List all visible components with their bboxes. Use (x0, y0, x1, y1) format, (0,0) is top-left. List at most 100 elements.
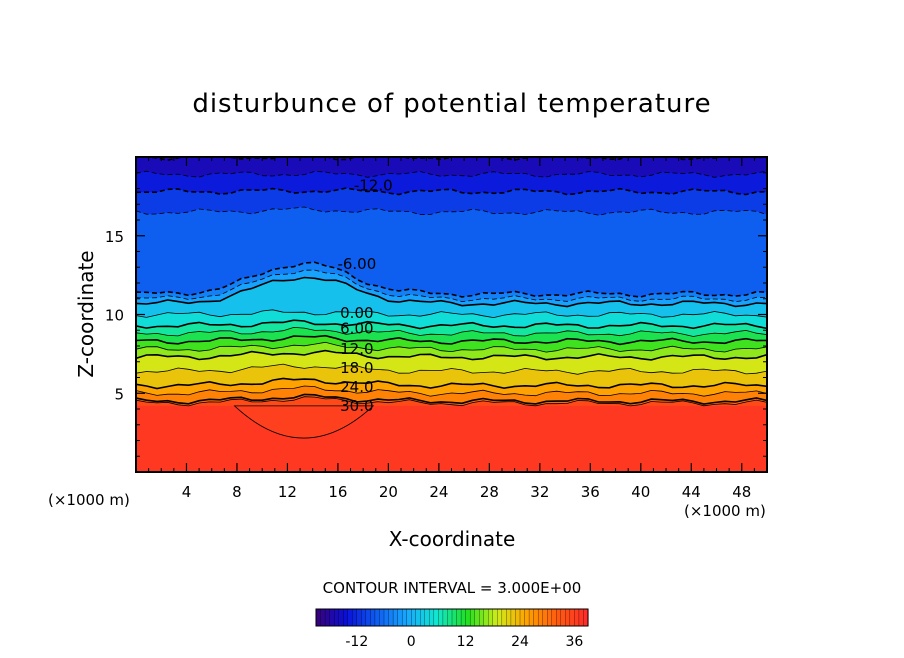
colorbar-segment (547, 608, 553, 627)
colorbar-segment (392, 608, 399, 627)
colorbar-segment (456, 608, 462, 627)
colorbar-segment (551, 608, 557, 627)
colorbar-segment (474, 608, 480, 627)
x-tick-label: 24 (429, 483, 448, 501)
colorbar-segment (479, 608, 485, 627)
colorbar-segment (347, 608, 353, 627)
y-axis-label: Z-coordinate (74, 250, 98, 377)
contour-line (136, 349, 767, 361)
contour-labels: -12.0 -6.00 0.006.00 12.018.024.030.0 (337, 176, 392, 415)
contour-line (136, 187, 767, 196)
y-axis-ticks: 5 10 15 (105, 172, 767, 457)
colorbar-segment (542, 608, 548, 627)
x-tick-label: 20 (379, 483, 398, 501)
colorbar-segment (515, 608, 521, 627)
colorbar-segment (447, 608, 453, 627)
colorbar-segment (469, 608, 476, 627)
colorbar-segment (442, 608, 449, 627)
colorbar-segment (537, 608, 544, 627)
contour-line (136, 341, 767, 353)
x-tick-label: 12 (278, 483, 297, 501)
colorbar-segment (320, 608, 326, 627)
x-tick-label: 8 (232, 483, 242, 501)
contour-line (136, 261, 767, 298)
colorbar-segment (379, 608, 385, 627)
x-tick-label: 16 (328, 483, 347, 501)
colorbar-ticks: -12 0 12 24 36 (345, 634, 583, 650)
x-tick-label: 32 (530, 483, 549, 501)
colorbar-segment (533, 608, 539, 627)
warm-layer (136, 405, 767, 472)
contour-line (136, 393, 767, 405)
x-tick-label: 44 (682, 483, 701, 501)
colorbar-segment (406, 608, 412, 627)
colorbar (315, 608, 589, 627)
colorbar-segment (315, 608, 322, 627)
colorbar-segment (420, 608, 426, 627)
colorbar-segment (383, 608, 390, 627)
x-axis-ticks: 4 8 12 16 20 24 28 32 36 40 44 48 (148, 157, 755, 501)
y-tick-label: 5 (114, 385, 124, 403)
colorbar-segment (569, 608, 575, 627)
contour-line (136, 276, 767, 308)
colorbar-segment (388, 608, 394, 627)
colorbar-segment (451, 608, 458, 627)
contour-line (136, 377, 767, 390)
x-unit-right: (×1000 m) (684, 502, 766, 520)
colorbar-segment (492, 608, 498, 627)
x-tick-label: 4 (182, 483, 192, 501)
colorbar-segment (365, 608, 371, 627)
x-tick-label: 36 (581, 483, 600, 501)
contour-line (136, 363, 767, 375)
contour-label: -6.00 (337, 255, 376, 273)
colorbar-segment (488, 608, 494, 627)
colorbar-segment (424, 608, 430, 627)
colorbar-segment (519, 608, 526, 627)
colorbar-tick-label: 24 (511, 634, 529, 650)
colorbar-segment (352, 608, 358, 627)
x-tick-label: 40 (631, 483, 650, 501)
colorbar-segment (528, 608, 535, 627)
colorbar-segment (483, 608, 489, 627)
contour-label: 6.00 (340, 320, 373, 338)
colorbar-segment (578, 608, 585, 627)
x-axis-label: X-coordinate (389, 527, 516, 551)
colorbar-segment (524, 608, 530, 627)
contour-line (136, 319, 767, 330)
contour-label: 30.0 (340, 397, 373, 415)
warm-bubble (233, 405, 375, 439)
contour-line (136, 334, 767, 346)
colorbar-segment (356, 608, 362, 627)
colorbar-segment (343, 608, 349, 627)
colorbar-segment (510, 608, 517, 627)
colorbar-segment (556, 608, 562, 627)
colorbar-frame (315, 608, 589, 627)
colorbar-tick-label: 12 (457, 634, 475, 650)
contour-line (136, 309, 767, 319)
contour-line (136, 269, 767, 303)
colorbar-segment (397, 608, 403, 627)
x-unit-left: (×1000 m) (48, 491, 130, 509)
colorbar-segment (324, 608, 331, 627)
colorbar-segment (429, 608, 435, 627)
contour-line (136, 385, 767, 397)
chart-title: disturbunce of potential temperature (192, 89, 711, 119)
contour-label: 0.00 (340, 304, 373, 322)
colorbar-segment (465, 608, 471, 627)
colorbar-segment (565, 608, 571, 627)
colorbar-segment (370, 608, 376, 627)
colorbar-tick-label: 36 (565, 634, 583, 650)
x-tick-label: 48 (732, 483, 751, 501)
colorbar-segment (338, 608, 344, 627)
colorbar-segment (438, 608, 444, 627)
contour-line (136, 170, 767, 178)
colorbar-segment (460, 608, 467, 627)
colorbar-segment (401, 608, 408, 627)
contour-label: 24.0 (340, 378, 373, 396)
colorbar-segment (574, 608, 580, 627)
colorbar-segment (333, 608, 340, 627)
contour-line (136, 396, 767, 407)
colorbar-tick-label: -12 (345, 634, 368, 650)
contour-label: -12.0 (354, 176, 393, 194)
